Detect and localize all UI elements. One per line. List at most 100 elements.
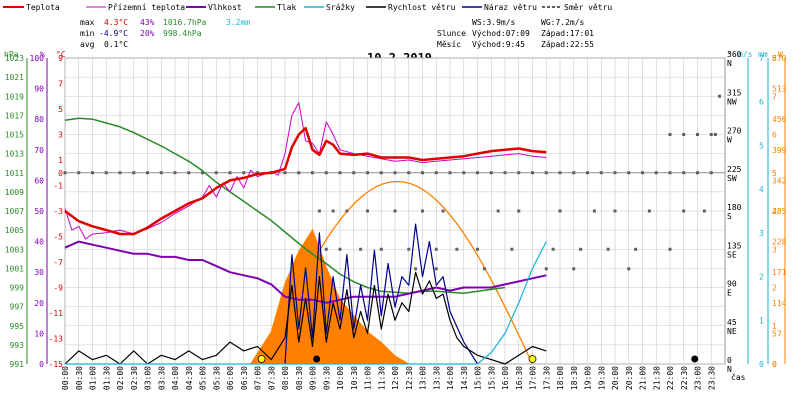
wind-direction-dot — [627, 267, 631, 271]
y-tick-wind: 6 — [759, 98, 764, 107]
y-tick-solar: 57 — [772, 329, 782, 338]
x-tick-label: 16:00 — [501, 366, 510, 390]
wind-direction-dot — [496, 209, 500, 213]
wind-direction-dot — [63, 171, 67, 175]
y-tick-pressure: 1015 — [5, 131, 24, 140]
wind-direction-dot — [379, 171, 383, 175]
y-tick-direction: 90 — [727, 280, 737, 289]
y-tick-pressure: 1021 — [5, 73, 24, 82]
wind-direction-dot — [592, 209, 596, 213]
sun-set: Západ:17:01 — [541, 29, 594, 38]
x-tick-label: 13:00 — [419, 366, 428, 390]
x-tick-label: 02:30 — [130, 366, 139, 390]
wind-direction-dot — [331, 209, 335, 213]
x-tick-label: 07:30 — [267, 366, 276, 390]
stats-max-rain: 3.2mm — [226, 18, 250, 27]
x-tick-label: 05:30 — [212, 366, 221, 390]
y-tick-humidity: 0 — [39, 360, 44, 369]
y-tick-direction: 225 — [727, 165, 742, 174]
wind-direction-dot — [338, 247, 342, 251]
legend-item-wind-gust: Náraz větru — [462, 3, 537, 12]
wind-direction-dot — [448, 171, 452, 175]
wind-direction-dot — [352, 171, 356, 175]
y-tick-solar: 171 — [772, 268, 787, 277]
y-tick-rain: 0 — [772, 360, 777, 369]
legend: Teplota Přízemní teplota Vlhkost Tlak Sr… — [3, 3, 612, 12]
info-block: WS:3.9m/s WG:7.2m/s Slunce Východ:07:09 … — [437, 18, 594, 49]
y-tick-temperature: 9 — [58, 54, 63, 63]
wind-direction-dot — [338, 171, 342, 175]
wind-direction-dot — [627, 171, 631, 175]
x-tick-label: 19:00 — [584, 366, 593, 390]
y-tick-direction: 360 — [727, 50, 742, 59]
y-tick-direction-cardinal: W — [727, 136, 732, 145]
wind-direction-dot — [654, 171, 658, 175]
stats-min-hum: 20% — [140, 29, 155, 38]
series-wind-gust — [284, 223, 479, 365]
stats-avg-temp: 0.1°C — [104, 40, 128, 49]
x-tick-label: 21:00 — [639, 366, 648, 390]
x-tick-label: 03:00 — [144, 366, 153, 390]
y-tick-rain: 5 — [772, 169, 777, 178]
wind-direction-dot — [613, 209, 617, 213]
series-pressure — [64, 117, 506, 294]
x-tick-label: 23:30 — [707, 366, 716, 390]
y-tick-solar: 342 — [772, 176, 787, 185]
sun-label: Slunce — [437, 29, 466, 38]
wind-direction-dot — [641, 171, 644, 175]
wind-direction-dot — [324, 247, 328, 251]
y-tick-direction-cardinal: E — [727, 289, 732, 298]
wind-direction-dot — [718, 94, 721, 98]
wind-direction-dot — [572, 171, 576, 175]
wind-direction-dot — [132, 171, 136, 175]
y-tick-direction: 0 — [727, 356, 732, 365]
wind-direction-dot — [407, 171, 411, 175]
y-tick-solar: 114 — [772, 299, 787, 308]
y-tick-pressure: 1003 — [5, 245, 24, 254]
y-tick-humidity: 70 — [34, 146, 44, 155]
stats-min-temp: -4.9°C — [99, 29, 128, 38]
wind-direction-dot — [317, 209, 321, 213]
legend-label-pressure: Tlak — [277, 3, 296, 12]
x-tick-label: 20:00 — [611, 366, 620, 390]
y-tick-solar: 570 — [772, 54, 787, 63]
wind-direction-dot — [91, 171, 94, 175]
y-tick-wind: 5 — [759, 141, 764, 150]
wind-direction-dot — [517, 209, 521, 213]
y-tick-solar: 0 — [772, 360, 777, 369]
wind-direction-dot — [709, 171, 713, 175]
x-tick-label: 04:00 — [171, 366, 180, 390]
axis-header-degc: °C — [56, 50, 66, 59]
wind-direction-dot — [104, 171, 108, 175]
stats-avg-label: avg — [80, 40, 95, 49]
x-tick-label: 11:00 — [364, 366, 373, 390]
wind-direction-dot — [647, 209, 651, 213]
y-tick-direction: 315 — [727, 88, 742, 97]
x-tick-label: 14:30 — [460, 366, 469, 390]
wind-direction-dot — [558, 171, 562, 175]
wind-direction-dot — [324, 171, 328, 175]
wind-direction-dot — [146, 171, 149, 175]
y-tick-rain: 1 — [772, 322, 777, 331]
axis-header-hpa: hPa — [4, 50, 19, 59]
wind-direction-dot — [668, 171, 672, 175]
x-tick-label: 09:30 — [322, 366, 331, 390]
axes: 00:00 00:30 01:00 01:30 02:00 02:30 03:00 03:30… — [5, 50, 787, 390]
wind-direction-dot — [544, 267, 548, 271]
y-tick-direction-cardinal: NE — [727, 327, 737, 336]
x-tick-label: 17:00 — [529, 366, 538, 390]
series-wind-speed — [64, 271, 547, 365]
x-tick-label: 08:30 — [295, 366, 304, 390]
x-tick-label: 17:30 — [542, 366, 551, 390]
legend-label-humidity: Vlhkost — [208, 3, 242, 12]
x-tick-label: 02:00 — [116, 366, 125, 390]
wind-direction-dot — [214, 171, 218, 175]
y-tick-pressure: 1019 — [5, 92, 24, 101]
y-tick-direction-cardinal: N — [727, 59, 732, 68]
y-tick-direction: 180 — [727, 203, 742, 212]
y-tick-temperature: -9 — [53, 284, 63, 293]
wind-direction-dot — [187, 171, 191, 175]
wind-direction-dot — [462, 171, 466, 175]
stats-max-label: max — [80, 18, 95, 27]
x-tick-label: 08:00 — [281, 366, 290, 390]
